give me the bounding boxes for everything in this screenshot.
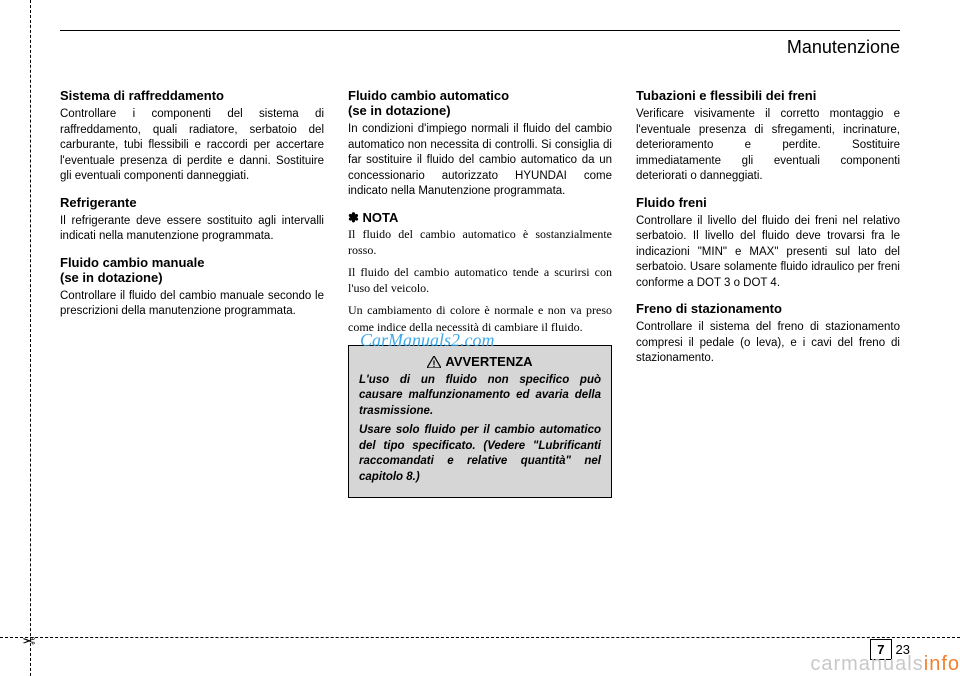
nota-text-1: Il fluido del cambio automatico è sostan…: [348, 226, 612, 258]
heading-manual-trans-2: (se in dotazione): [60, 270, 324, 285]
page: ✂ Manutenzione Sistema di raffreddamento…: [0, 0, 960, 676]
warning-box: ! AVVERTENZA L'uso di un fluido non speci…: [348, 345, 612, 499]
svg-text:!: !: [433, 359, 436, 368]
heading-parking-brake: Freno di stazionamento: [636, 301, 900, 316]
warning-label: AVVERTENZA: [445, 354, 532, 369]
warning-text-1: L'uso di un fluido non specifico può cau…: [359, 373, 601, 420]
col-middle: Fluido cambio automatico (se in dotazion…: [348, 88, 612, 498]
header-rule: [60, 30, 900, 31]
nota-text-3: Un cambiamento di colore è normale e non…: [348, 302, 612, 334]
wm-part-b: info: [924, 653, 960, 675]
warning-head: ! AVVERTENZA: [359, 354, 601, 369]
warning-icon: !: [427, 356, 441, 368]
header-title: Manutenzione: [60, 37, 900, 58]
content-columns: Sistema di raffreddamento Controllare i …: [60, 88, 900, 498]
heading-cooling: Sistema di raffreddamento: [60, 88, 324, 103]
nota-head: ✽ NOTA: [348, 210, 612, 226]
heading-manual-trans-1: Fluido cambio manuale: [60, 255, 324, 270]
warning-text-2: Usare solo fluido per il cambio automati…: [359, 423, 601, 485]
heading-coolant: Refrigerante: [60, 195, 324, 210]
watermark-bottom: carmanualsinfo: [810, 653, 960, 676]
text-cooling: Controllare i componenti del sistema di …: [60, 107, 324, 185]
heading-brake-lines: Tubazioni e flessibili dei freni: [636, 88, 900, 103]
text-coolant: Il refrigerante deve essere sostituito a…: [60, 214, 324, 245]
heading-auto-trans-1: Fluido cambio automatico: [348, 88, 612, 103]
heading-brake-fluid: Fluido freni: [636, 195, 900, 210]
footer-dash: [0, 637, 960, 638]
text-auto-trans: In condizioni d'impiego normali il fluid…: [348, 122, 612, 200]
cut-line: [30, 0, 31, 676]
text-manual-trans: Controllare il fluido del cambio manuale…: [60, 289, 324, 320]
scissors-icon: ✂: [22, 630, 35, 650]
col-right: Tubazioni e flessibili dei freni Verific…: [636, 88, 900, 498]
nota-text-2: Il fluido del cambio automatico tende a …: [348, 264, 612, 296]
wm-part-a: carmanuals: [810, 653, 923, 675]
text-parking-brake: Controllare il sistema del freno di staz…: [636, 320, 900, 367]
text-brake-lines: Verificare visivamente il corretto monta…: [636, 107, 900, 185]
text-brake-fluid: Controllare il livello del fluido dei fr…: [636, 214, 900, 292]
heading-auto-trans-2: (se in dotazione): [348, 103, 612, 118]
col-left: Sistema di raffreddamento Controllare i …: [60, 88, 324, 498]
